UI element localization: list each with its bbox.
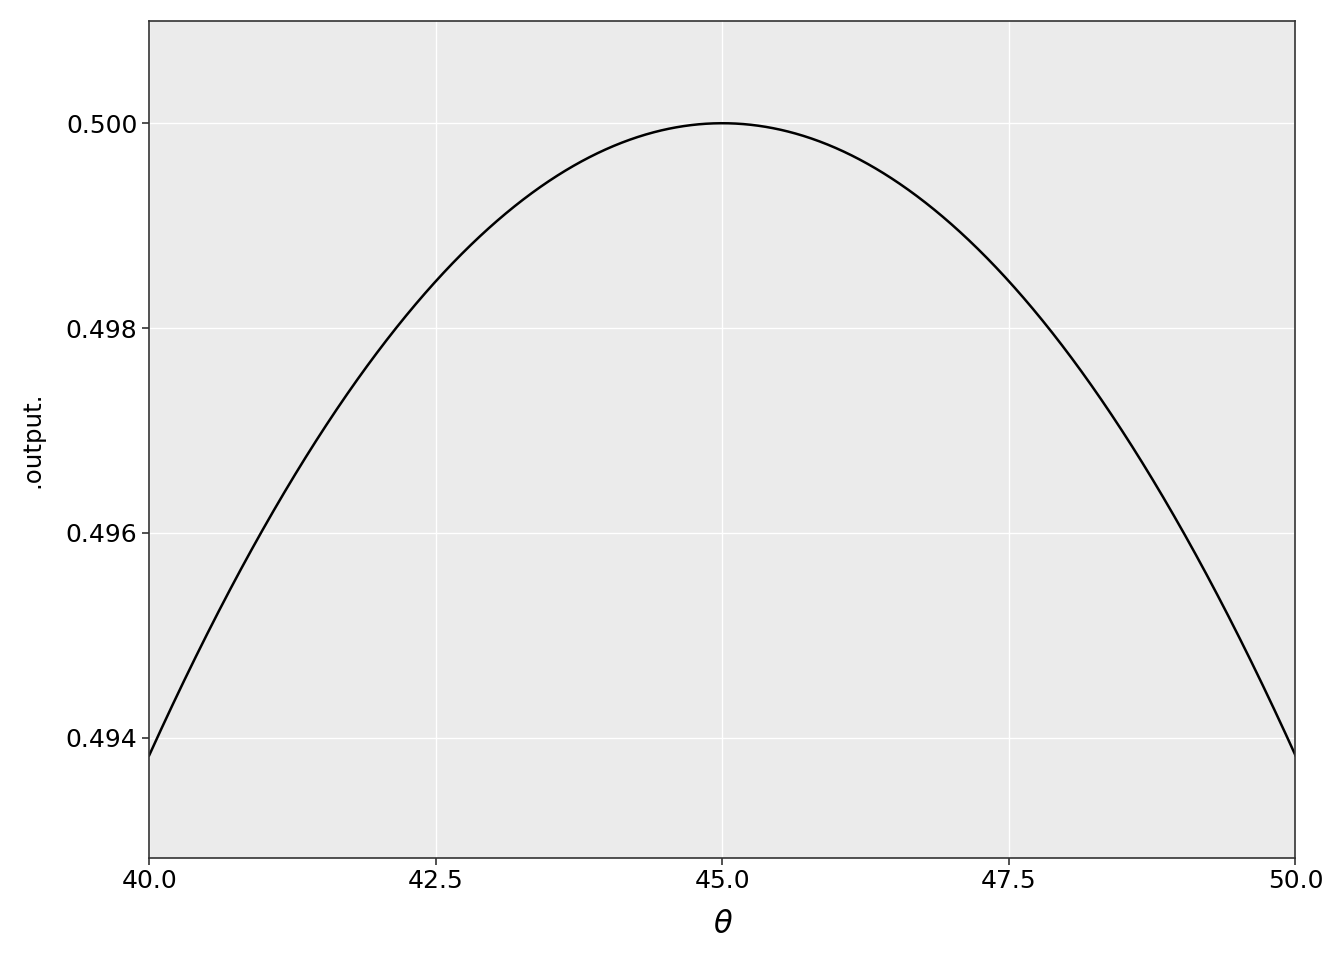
Y-axis label: .output.: .output. xyxy=(22,391,44,488)
X-axis label: θ: θ xyxy=(714,910,731,939)
